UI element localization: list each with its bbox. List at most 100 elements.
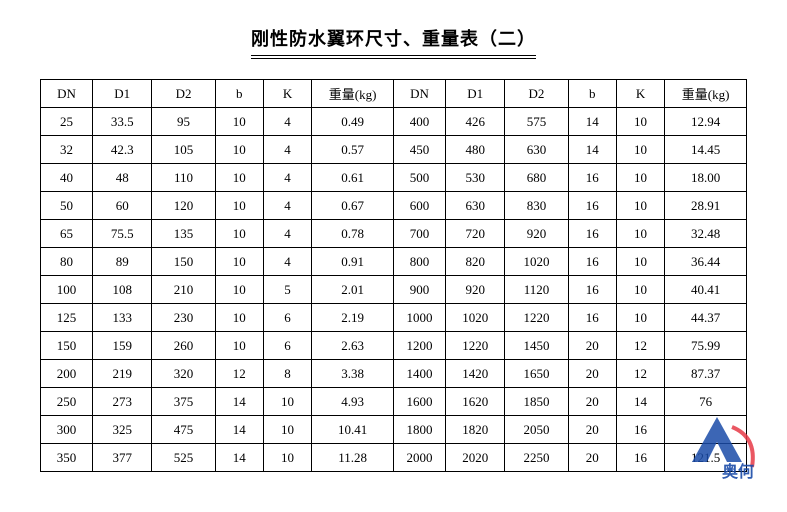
table-cell: 10 — [215, 192, 263, 220]
table-cell: 1650 — [505, 360, 568, 388]
table-cell: 65 — [41, 220, 93, 248]
table-cell: 273 — [93, 388, 152, 416]
table-cell: 2050 — [505, 416, 568, 444]
table-cell: 0.91 — [312, 248, 394, 276]
table-cell: 0.49 — [312, 108, 394, 136]
table-cell: 2250 — [505, 444, 568, 472]
table-cell: 20 — [568, 444, 616, 472]
table-cell: 10.41 — [312, 416, 394, 444]
table-cell: 105 — [152, 136, 215, 164]
table-cell: 10 — [215, 248, 263, 276]
table-cell: 1820 — [445, 416, 504, 444]
table-cell: 4 — [263, 136, 311, 164]
title-container: 刚性防水翼环尺寸、重量表（二） — [0, 0, 787, 79]
table-cell: 1400 — [393, 360, 445, 388]
table-cell: 2020 — [445, 444, 504, 472]
table-cell: 32.48 — [665, 220, 747, 248]
table-cell: 10 — [616, 220, 664, 248]
table-row: 40481101040.61500530680161018.00 — [41, 164, 747, 192]
col-header: D1 — [445, 80, 504, 108]
table-cell: 14 — [568, 108, 616, 136]
table-cell: 830 — [505, 192, 568, 220]
table-cell: 0.61 — [312, 164, 394, 192]
table-cell: 40.41 — [665, 276, 747, 304]
table-cell: 89 — [93, 248, 152, 276]
col-header: 重量(kg) — [665, 80, 747, 108]
table-cell: 2.01 — [312, 276, 394, 304]
table-cell: 10 — [263, 444, 311, 472]
table-cell: 14 — [215, 444, 263, 472]
table-cell: 0.67 — [312, 192, 394, 220]
table-cell: 1850 — [505, 388, 568, 416]
page-title: 刚性防水翼环尺寸、重量表（二） — [251, 25, 536, 59]
table-cell: 16 — [568, 248, 616, 276]
table-cell: 28.91 — [665, 192, 747, 220]
table-cell: 630 — [505, 136, 568, 164]
table-cell: 320 — [152, 360, 215, 388]
table-row: 1501592601062.63120012201450201275.99 — [41, 332, 747, 360]
table-cell: 80 — [41, 248, 93, 276]
table-cell: 14 — [215, 388, 263, 416]
table-cell: 14 — [568, 136, 616, 164]
col-header: D2 — [505, 80, 568, 108]
table-cell: 95 — [152, 108, 215, 136]
table-cell: 920 — [445, 276, 504, 304]
table-cell: 42.3 — [93, 136, 152, 164]
table-cell: 920 — [505, 220, 568, 248]
table-cell: 150 — [152, 248, 215, 276]
table-cell: 10 — [263, 388, 311, 416]
table-cell: 4 — [263, 164, 311, 192]
table-cell: 1220 — [505, 304, 568, 332]
table-cell: 630 — [445, 192, 504, 220]
table-cell: 325 — [93, 416, 152, 444]
table-cell: 16 — [568, 276, 616, 304]
table-cell: 76 — [665, 388, 747, 416]
table-cell: 600 — [393, 192, 445, 220]
table-cell: 18.00 — [665, 164, 747, 192]
table-cell: 6 — [263, 332, 311, 360]
table-row: 300325475141010.411800182020502016 — [41, 416, 747, 444]
table-cell: 10 — [616, 136, 664, 164]
table-cell: 14.45 — [665, 136, 747, 164]
table-cell: 110 — [152, 164, 215, 192]
table-cell: 87.37 — [665, 360, 747, 388]
table-cell: 120 — [152, 192, 215, 220]
table-cell: 1450 — [505, 332, 568, 360]
table-cell: 11.28 — [312, 444, 394, 472]
table-cell: 575 — [505, 108, 568, 136]
table-cell: 33.5 — [93, 108, 152, 136]
table-cell: 377 — [93, 444, 152, 472]
table-row: 1251332301062.19100010201220161044.37 — [41, 304, 747, 332]
table-cell: 10 — [215, 220, 263, 248]
table-cell: 44.37 — [665, 304, 747, 332]
table-cell: 10 — [215, 108, 263, 136]
table-cell — [665, 416, 747, 444]
table-cell: 20 — [568, 332, 616, 360]
table-cell: 10 — [215, 332, 263, 360]
table-cell: 16 — [616, 416, 664, 444]
table-cell: 426 — [445, 108, 504, 136]
table-row: 25027337514104.93160016201850201476 — [41, 388, 747, 416]
table-cell: 1000 — [393, 304, 445, 332]
table-cell: 375 — [152, 388, 215, 416]
table-cell: 260 — [152, 332, 215, 360]
table-cell: 36.44 — [665, 248, 747, 276]
table-cell: 8 — [263, 360, 311, 388]
table-cell: 1620 — [445, 388, 504, 416]
table-cell: 1120 — [505, 276, 568, 304]
table-row: 1001082101052.019009201120161040.41 — [41, 276, 747, 304]
table-cell: 10 — [215, 136, 263, 164]
table-cell: 14 — [616, 388, 664, 416]
table-cell: 1020 — [445, 304, 504, 332]
col-header: DN — [41, 80, 93, 108]
table-cell: 2.63 — [312, 332, 394, 360]
table-cell: 16 — [616, 444, 664, 472]
table-cell: 12 — [616, 360, 664, 388]
table-cell: 1020 — [505, 248, 568, 276]
col-header: D1 — [93, 80, 152, 108]
table-cell: 159 — [93, 332, 152, 360]
table-cell: 4 — [263, 108, 311, 136]
table-cell: 10 — [616, 164, 664, 192]
table-row: 50601201040.67600630830161028.91 — [41, 192, 747, 220]
table-header-row: DN D1 D2 b K 重量(kg) DN D1 D2 b K 重量(kg) — [41, 80, 747, 108]
